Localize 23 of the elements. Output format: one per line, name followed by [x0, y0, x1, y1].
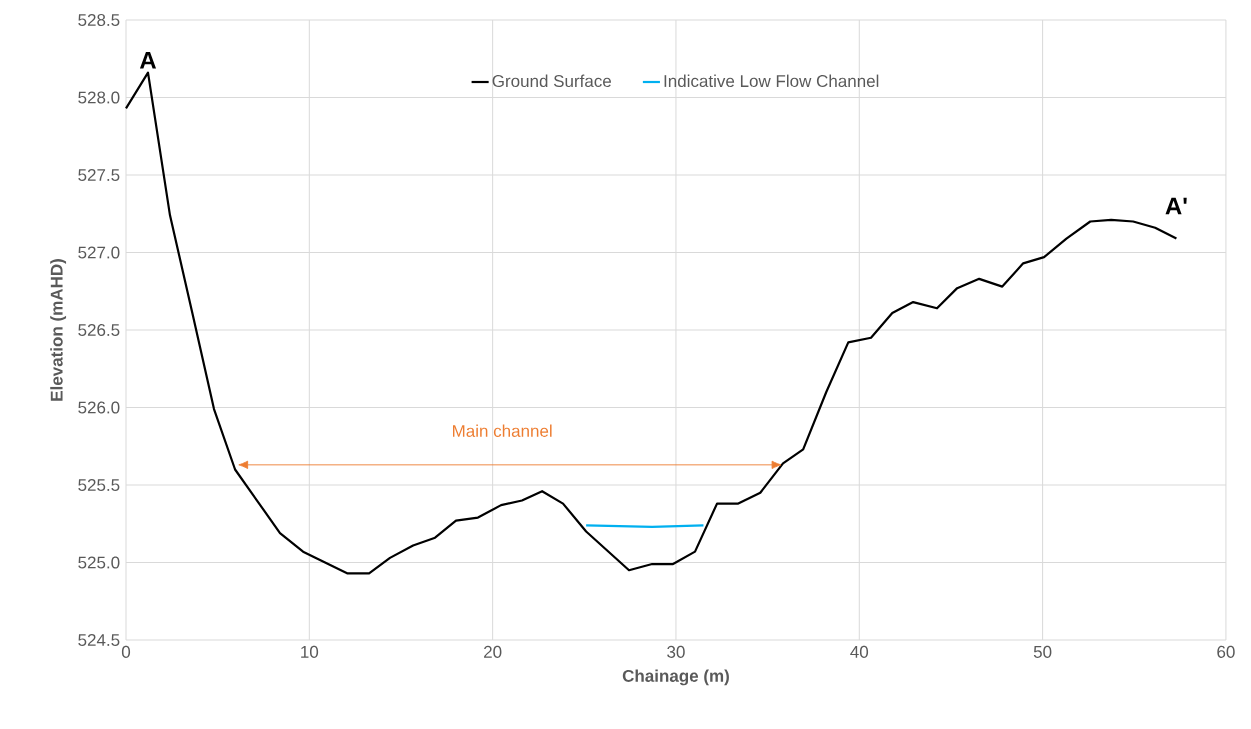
- annotation: Main channel: [453, 424, 552, 437]
- y-tick-label: 528.5: [78, 13, 120, 27]
- y-tick-label: 524.5: [78, 633, 120, 647]
- y-tick-label: 527.0: [78, 246, 120, 259]
- y-tick-label: 527.5: [78, 168, 120, 182]
- annotation: A': [1165, 197, 1187, 215]
- x-tick-label: 30: [667, 645, 685, 658]
- y-tick-label: 526.0: [78, 401, 120, 414]
- legend-label: Ground Surface: [492, 74, 611, 88]
- x-axis-title: Chainage (m): [622, 669, 729, 686]
- x-tick-label: 0: [121, 645, 131, 658]
- x-tick-label: 60: [1217, 645, 1235, 658]
- y-tick-label: 526.5: [78, 323, 120, 337]
- legend-label: Indicative Low Flow Channel: [664, 74, 879, 88]
- x-tick-label: 20: [484, 645, 502, 658]
- annotation: A: [139, 51, 157, 69]
- y-tick-label: 525.0: [78, 556, 120, 569]
- x-tick-label: 50: [1033, 645, 1052, 658]
- x-tick-label: 40: [850, 645, 869, 658]
- x-tick-label: 10: [301, 645, 319, 658]
- y-tick-label: 525.5: [78, 478, 120, 492]
- y-tick-label: 528.0: [78, 91, 120, 104]
- y-axis-title: Elevation (mAHD): [50, 259, 67, 401]
